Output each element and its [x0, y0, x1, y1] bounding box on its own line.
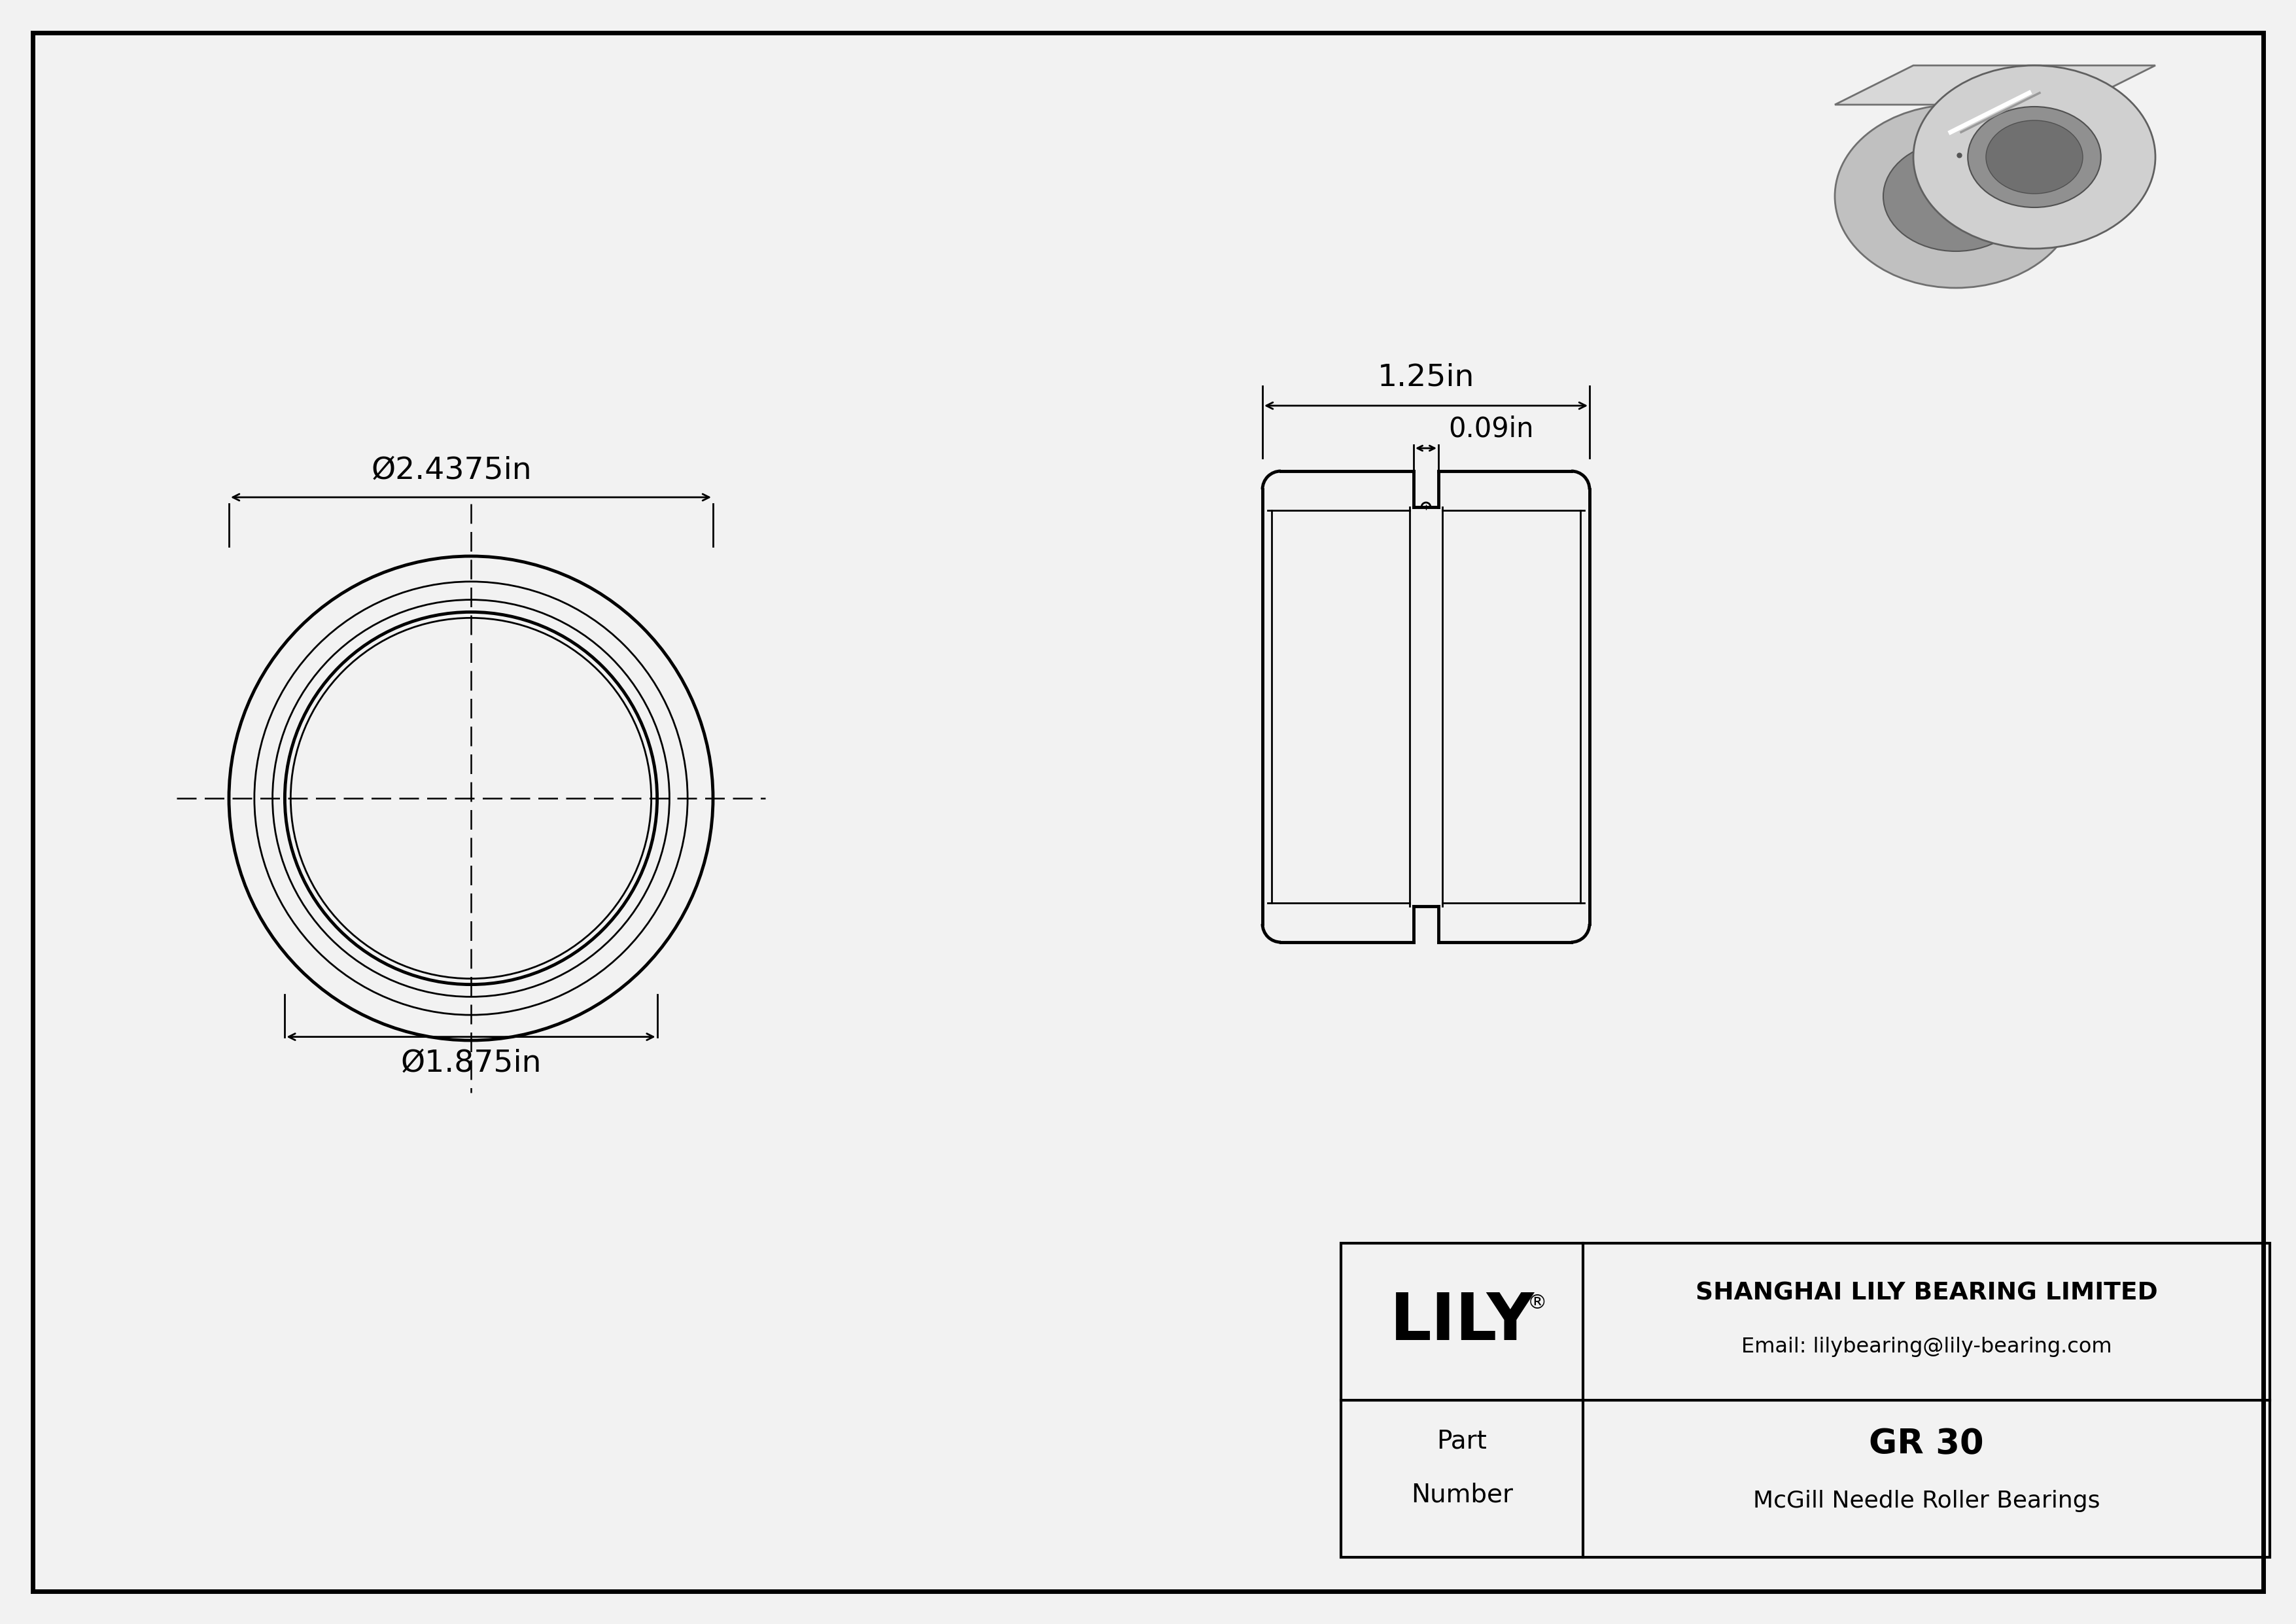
Text: 0.09in: 0.09in [1449, 416, 1534, 443]
Ellipse shape [1986, 120, 2082, 193]
Text: McGill Needle Roller Bearings: McGill Needle Roller Bearings [1752, 1489, 2101, 1512]
Text: ®: ® [1527, 1294, 1548, 1312]
Text: LILY: LILY [1389, 1289, 1534, 1353]
Text: GR 30: GR 30 [1869, 1427, 1984, 1462]
Polygon shape [1835, 65, 2156, 104]
Text: Ø1.875in: Ø1.875in [400, 1049, 542, 1078]
Ellipse shape [1968, 107, 2101, 208]
Ellipse shape [1913, 65, 2156, 248]
Ellipse shape [1883, 141, 2027, 252]
Text: Email: lilybearing@lily-bearing.com: Email: lilybearing@lily-bearing.com [1740, 1337, 2112, 1358]
Text: Ø2.4375in: Ø2.4375in [372, 456, 533, 486]
Text: SHANGHAI LILY BEARING LIMITED: SHANGHAI LILY BEARING LIMITED [1694, 1281, 2158, 1306]
Polygon shape [1835, 158, 2156, 197]
Text: Number: Number [1412, 1483, 1513, 1507]
Ellipse shape [1835, 104, 2078, 287]
Bar [1341, 1244, 2271, 1557]
Text: 1.25in: 1.25in [1378, 364, 1474, 393]
Text: Part: Part [1437, 1429, 1488, 1453]
